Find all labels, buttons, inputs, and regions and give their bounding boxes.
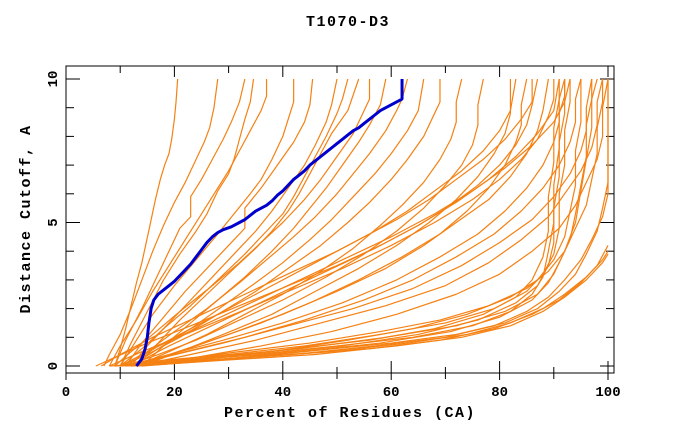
x-tick-labels: 0 20 40 60 80 100 bbox=[62, 385, 621, 401]
series-line-model-40 bbox=[130, 78, 560, 367]
series-line-model-14 bbox=[130, 78, 425, 367]
series-line-model-32 bbox=[130, 78, 598, 367]
plot-title: T1070-D3 bbox=[306, 14, 390, 31]
series-line-model-17 bbox=[125, 78, 484, 367]
x-tick-label: 60 bbox=[383, 385, 400, 401]
x-axis-title: Percent of Residues (CA) bbox=[224, 405, 476, 422]
series-line-model-41 bbox=[109, 79, 555, 367]
series-line-model-20 bbox=[136, 78, 549, 367]
y-tick-label: 5 bbox=[46, 218, 62, 226]
x-tick-label: 40 bbox=[274, 385, 291, 401]
y-tick-labels: 0 5 10 bbox=[46, 71, 62, 371]
series-line-model-11 bbox=[114, 79, 371, 367]
series-line-model-28 bbox=[114, 79, 571, 367]
series-line-model-15 bbox=[119, 79, 441, 367]
series-line-model-16 bbox=[136, 78, 463, 367]
series-line-highlighted-model bbox=[135, 79, 404, 367]
x-tick-label: 80 bbox=[491, 385, 508, 401]
series-line-model-10 bbox=[136, 78, 360, 367]
series-line-model-05 bbox=[114, 78, 246, 367]
series-line-model-04 bbox=[108, 79, 268, 367]
y-tick-label: 10 bbox=[46, 71, 62, 88]
series-line-model-03 bbox=[119, 78, 255, 367]
series-line-model-26 bbox=[120, 79, 604, 367]
series-line-model-01 bbox=[114, 78, 179, 367]
series-line-model-35 bbox=[141, 79, 609, 367]
series-line-model-42 bbox=[125, 79, 533, 367]
series-line-model-25 bbox=[141, 78, 609, 367]
series-line-model-08 bbox=[130, 78, 338, 367]
x-tick-label: 0 bbox=[62, 385, 70, 401]
axis-ticks bbox=[65, 66, 614, 380]
series-line-model-33 bbox=[120, 79, 566, 367]
series-line-model-09 bbox=[119, 78, 349, 367]
series-line-model-12 bbox=[141, 78, 387, 367]
series-line-model-39 bbox=[119, 78, 571, 367]
x-tick-label: 20 bbox=[166, 385, 183, 401]
y-tick-label: 0 bbox=[46, 362, 62, 370]
plot-frame bbox=[65, 65, 615, 374]
series-line-model-02 bbox=[103, 78, 219, 367]
series-line-model-13 bbox=[125, 78, 409, 367]
series-lines bbox=[95, 78, 609, 367]
series-line-model-06 bbox=[119, 79, 295, 367]
series-line-model-38 bbox=[114, 250, 609, 367]
series-line-model-43 bbox=[95, 78, 539, 367]
series-line-model-37 bbox=[136, 253, 609, 367]
series-line-model-21 bbox=[125, 78, 566, 367]
series-line-model-23 bbox=[120, 78, 593, 367]
series-line-model-24 bbox=[136, 78, 604, 367]
x-tick-label: 100 bbox=[595, 385, 620, 401]
y-axis-title: Distance Cutoff, A bbox=[18, 124, 35, 313]
series-line-model-44 bbox=[100, 78, 517, 367]
series-line-model-30 bbox=[136, 79, 593, 367]
